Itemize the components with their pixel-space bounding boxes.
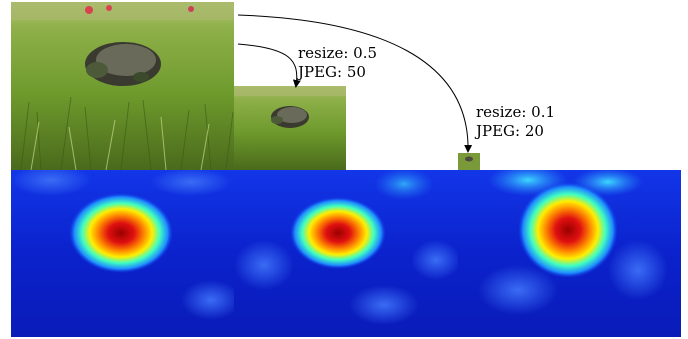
photo-resized-0.1 bbox=[458, 153, 480, 170]
resize-label-half: resize: 0.5 bbox=[298, 44, 377, 62]
arrow-to-0.5 bbox=[237, 43, 301, 88]
resize-label-tenth: resize: 0.1 bbox=[476, 103, 555, 121]
jpeg-label-tenth: JPEG: 20 bbox=[476, 122, 544, 140]
jpeg-label-half: JPEG: 50 bbox=[298, 63, 366, 81]
heatmap-resized-0.5 bbox=[234, 170, 458, 337]
annotation-tenth: resize: 0.1 JPEG: 20 bbox=[476, 103, 555, 141]
heatmap-resized-0.1 bbox=[458, 170, 681, 337]
photo-resized-0.5 bbox=[234, 86, 346, 170]
heatmap-original bbox=[11, 170, 234, 337]
photo-original bbox=[11, 2, 234, 170]
annotation-half: resize: 0.5 JPEG: 50 bbox=[298, 44, 377, 82]
